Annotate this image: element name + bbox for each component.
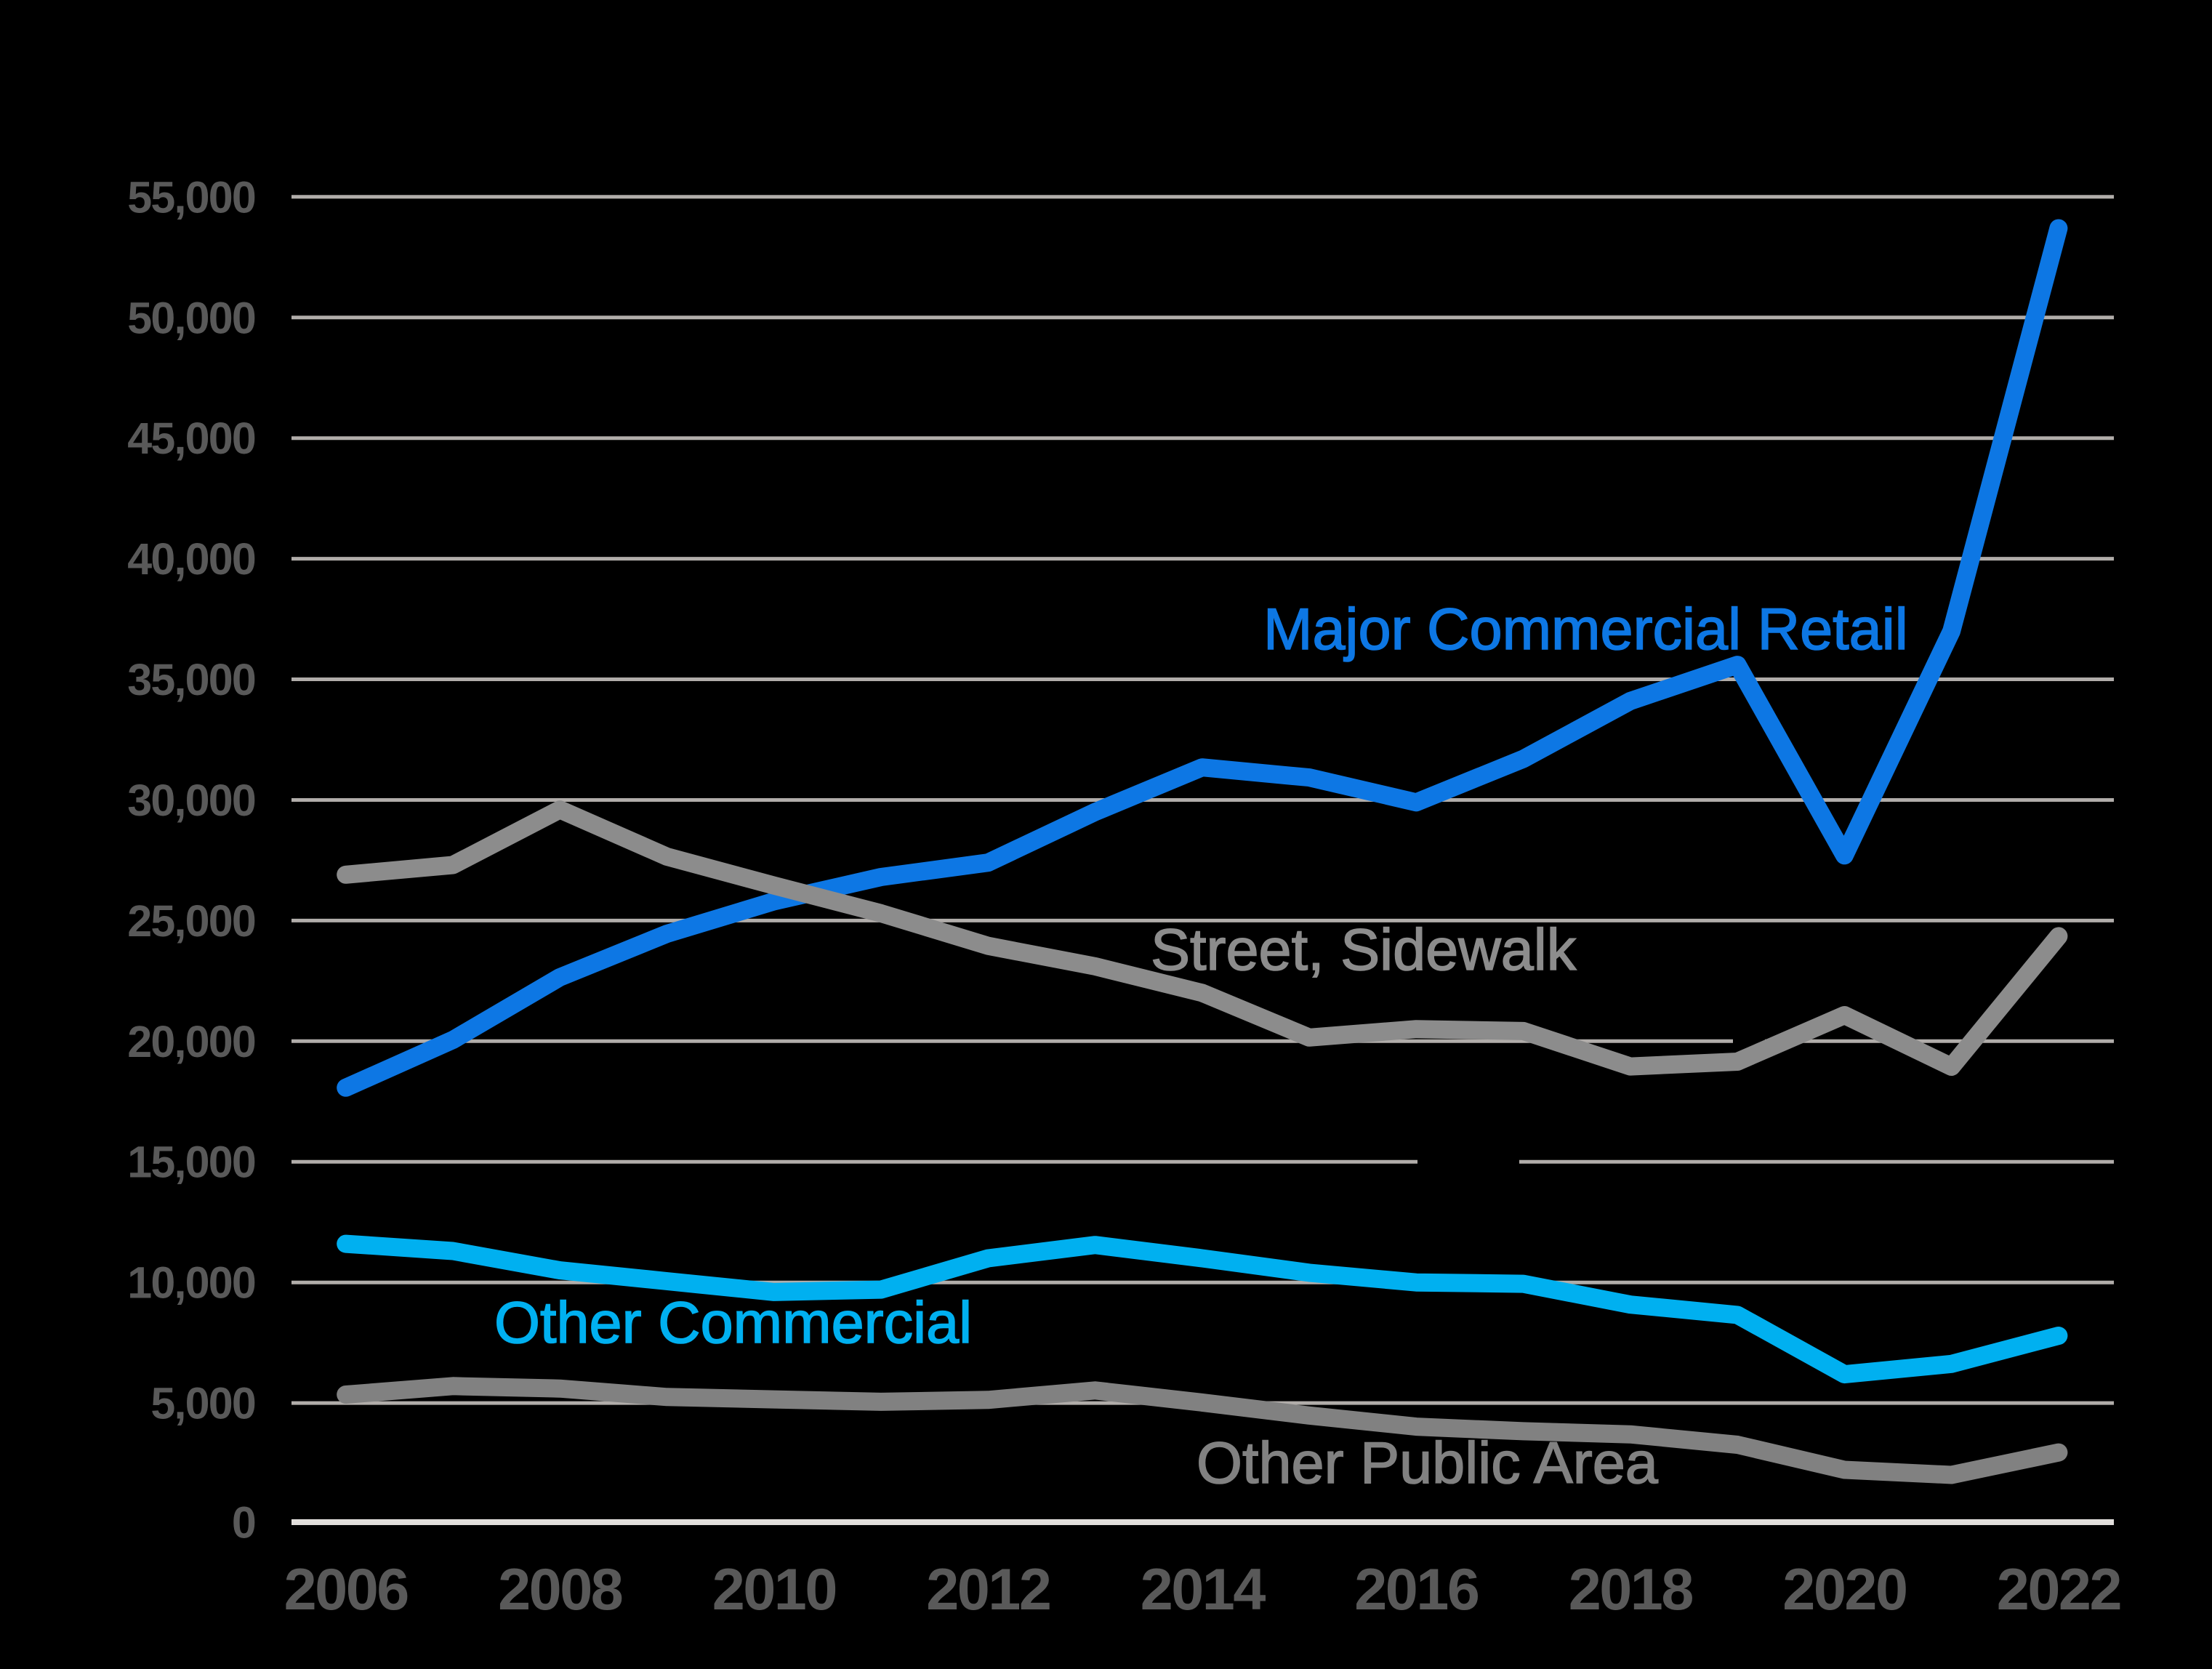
svg-text:10,000: 10,000 [127,1258,255,1308]
svg-text:25,000: 25,000 [127,896,255,946]
svg-text:Other Commercial: Other Commercial [494,1290,972,1356]
svg-text:0: 0 [232,1498,255,1548]
svg-text:2014: 2014 [1141,1557,1266,1622]
svg-text:30,000: 30,000 [127,776,255,825]
svg-text:35,000: 35,000 [127,655,255,704]
svg-text:2018: 2018 [1569,1557,1693,1622]
svg-text:45,000: 45,000 [127,414,255,463]
svg-text:55,000: 55,000 [127,172,255,222]
svg-text:15,000: 15,000 [127,1138,255,1187]
svg-text:2022: 2022 [1997,1557,2120,1622]
svg-text:2006: 2006 [284,1557,409,1622]
svg-text:50,000: 50,000 [127,293,255,342]
svg-text:2008: 2008 [498,1557,622,1622]
svg-text:Street, Sidewalk: Street, Sidewalk [1151,917,1577,983]
svg-text:40,000: 40,000 [127,534,255,584]
svg-text:5,000: 5,000 [150,1379,255,1428]
svg-text:Other Public Area: Other Public Area [1197,1431,1659,1496]
svg-text:Major Commercial Retail: Major Commercial Retail [1263,597,1908,662]
svg-text:2010: 2010 [712,1557,836,1622]
svg-text:2016: 2016 [1354,1557,1479,1622]
svg-text:2020: 2020 [1782,1557,1906,1622]
svg-text:20,000: 20,000 [127,1017,255,1066]
svg-text:2012: 2012 [926,1557,1050,1622]
